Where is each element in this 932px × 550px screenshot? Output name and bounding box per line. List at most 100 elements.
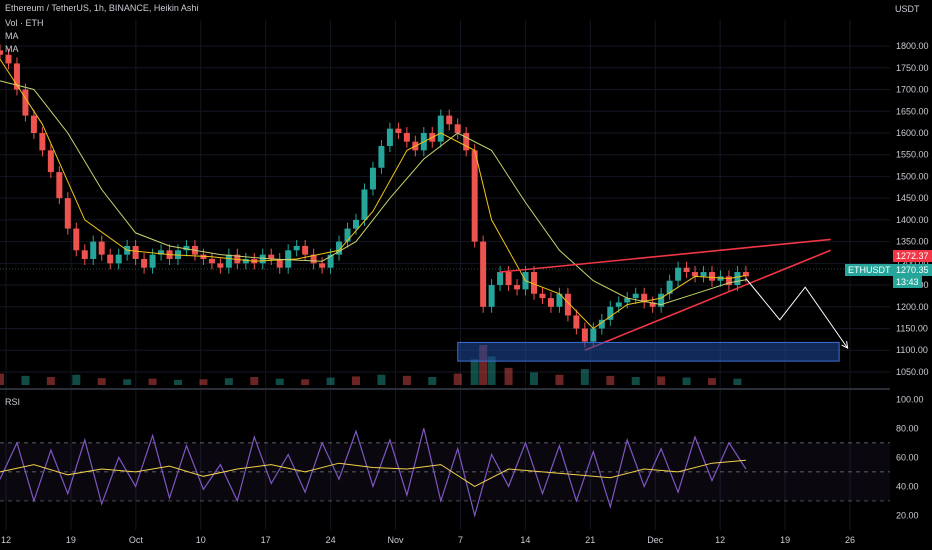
price-tick-label: 1100.00 [896, 345, 928, 355]
volume-bar [0, 373, 4, 385]
candle-body [700, 272, 707, 277]
volume-bar [250, 377, 259, 385]
candle-body [276, 258, 283, 268]
time-tick-label: 12 [1, 535, 11, 545]
price-tick-label: 1600.00 [896, 128, 929, 138]
ma-line [0, 80, 746, 306]
volume-bar [148, 378, 157, 385]
volume-bar [21, 375, 30, 385]
volume-bar [352, 376, 360, 385]
candle-body [692, 272, 699, 277]
candle-body [437, 115, 444, 142]
candle-body [615, 302, 622, 307]
candle-body [149, 254, 156, 268]
volume-bar [72, 374, 81, 385]
drawings[interactable] [457, 238, 849, 362]
candle-body [675, 267, 682, 281]
candle-body [547, 298, 554, 307]
candle-body [683, 267, 690, 273]
candle-body [446, 115, 453, 125]
candle-body [709, 272, 715, 281]
time-tick-label: Dec [647, 535, 664, 545]
volume-bar [487, 356, 496, 385]
candle-body [539, 293, 546, 299]
volume-bar [46, 377, 55, 385]
volume-bar [580, 369, 589, 385]
trendline [584, 249, 831, 351]
price-tick-label: 1450.00 [896, 193, 929, 203]
candle-body [531, 272, 537, 294]
volume-bar [174, 379, 182, 385]
candle-body [395, 128, 402, 133]
rsi-tick-label: 60.00 [896, 452, 919, 462]
volume-bar [733, 378, 742, 385]
last-price-tag: 1272.37 [893, 250, 932, 262]
candle-body [624, 298, 631, 303]
candle-body [463, 132, 470, 151]
ma-legend-2[interactable]: MA [5, 44, 19, 54]
candle-body [0, 50, 3, 55]
rsi-legend[interactable]: RSI [5, 397, 21, 407]
candle-body [225, 254, 232, 268]
volume-bar [428, 377, 437, 385]
price-tick-label: 1700.00 [896, 85, 929, 95]
volume-bars [0, 345, 742, 385]
time-tick-label: 7 [458, 535, 463, 545]
candle-body [471, 150, 478, 242]
candle-body [302, 245, 309, 255]
candle-body [98, 241, 105, 255]
candle-body [480, 241, 487, 307]
volume-bar [97, 378, 106, 385]
price-tick-label: 1800.00 [896, 41, 929, 51]
candle-body [73, 228, 80, 251]
time-tick-label: 17 [261, 535, 271, 545]
candle-body [454, 124, 461, 133]
time-tick-label: 10 [196, 535, 206, 545]
candle-body [497, 272, 504, 286]
symbol-tag: ETHUSDT [845, 264, 894, 276]
chart-title: Ethereum / TetherUS, 1h, BINANCE, Heikin… [5, 3, 199, 13]
time-tick-label: 24 [326, 535, 336, 545]
candle-body [505, 272, 512, 286]
time-tick-label: Nov [388, 535, 405, 545]
projection-arrowhead [841, 340, 849, 349]
candle-body [344, 228, 351, 242]
candle-body [386, 128, 393, 147]
ma-legend-1[interactable]: MA [5, 31, 19, 41]
support-zone [457, 341, 840, 362]
candle-body [293, 245, 300, 251]
candle-body [39, 132, 46, 151]
volume-bar [301, 379, 310, 385]
candle-body [564, 293, 571, 316]
candle-body [598, 319, 605, 329]
volume-bar [326, 377, 335, 385]
candle-body [208, 258, 215, 264]
volume-bar [479, 345, 488, 385]
time-tick-label: 26 [845, 535, 855, 545]
candle-body [658, 293, 665, 307]
volume-legend[interactable]: Vol · ETH [5, 18, 44, 28]
time-tick-label: 21 [585, 535, 595, 545]
candle-body [13, 63, 20, 90]
time-axis[interactable]: 12 19 Oct 10 17 24 Nov 7 14 21 Dec 12 19 26 [1, 535, 855, 545]
candle-body [369, 167, 376, 190]
candle-body [217, 263, 224, 268]
volume-bar [470, 359, 479, 385]
time-tick-label: 12 [715, 535, 725, 545]
rsi-tick-label: 100.00 [896, 394, 924, 404]
candle-body [242, 258, 249, 264]
candle-body [81, 250, 88, 259]
volume-bar [377, 374, 386, 385]
rsi-axis[interactable]: 20.00 40.00 60.00 80.00 100.00 [896, 394, 924, 520]
candle-body [268, 254, 275, 259]
volume-bar [555, 374, 564, 385]
price-tick-label: 1400.00 [896, 215, 929, 225]
rsi-line [0, 428, 747, 518]
candle-body [403, 132, 410, 142]
volume-bar [123, 379, 132, 385]
candle-body [158, 250, 165, 255]
volume-bar [530, 372, 538, 385]
candle-body [56, 172, 63, 199]
price-tick-label: 1150.00 [896, 324, 928, 334]
